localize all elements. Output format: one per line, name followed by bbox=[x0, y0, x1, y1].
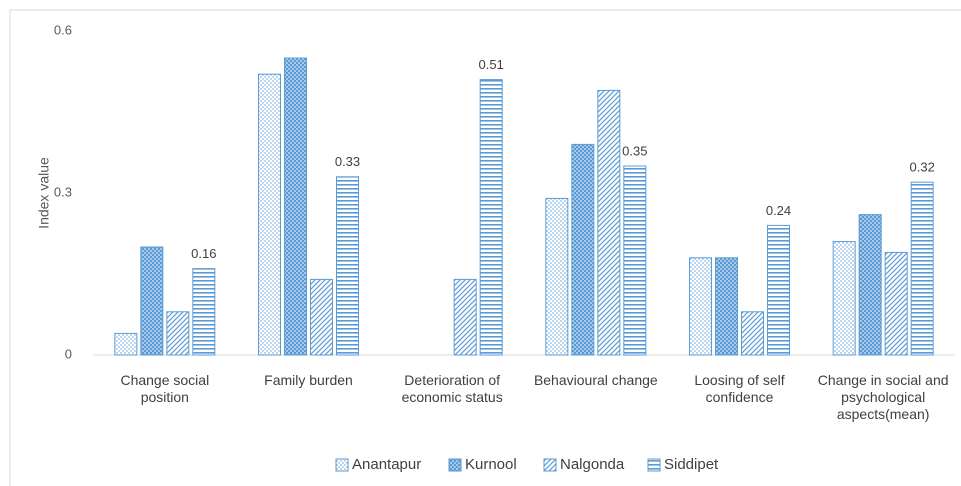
legend-label: Nalgonda bbox=[560, 456, 625, 473]
bar bbox=[479, 79, 503, 356]
bar bbox=[741, 311, 764, 356]
bar bbox=[310, 278, 333, 356]
legend-label: Kurnool bbox=[465, 456, 517, 473]
bar bbox=[545, 197, 569, 356]
bar bbox=[715, 257, 738, 356]
bar bbox=[192, 268, 216, 356]
bar bbox=[767, 224, 790, 356]
y-tick-label: 0 bbox=[65, 346, 72, 361]
legend-swatch bbox=[448, 458, 462, 472]
bar bbox=[114, 332, 138, 356]
data-label: 0.16 bbox=[191, 246, 216, 261]
legend-label: Siddipet bbox=[664, 456, 719, 473]
x-tick-label: Change social position bbox=[120, 372, 210, 405]
x-tick-label: Deterioration of economic status bbox=[401, 372, 503, 405]
x-tick-label: Family burden bbox=[264, 372, 353, 388]
bar bbox=[858, 214, 882, 356]
x-tick-label: Change in social and psychological aspec… bbox=[817, 372, 949, 422]
data-label: 0.35 bbox=[622, 143, 647, 158]
legend-swatch bbox=[543, 458, 557, 472]
data-label: 0.33 bbox=[335, 154, 360, 169]
data-label: 0.51 bbox=[479, 57, 504, 72]
chart-border bbox=[9, 9, 961, 486]
bar bbox=[832, 241, 856, 356]
x-tick-label: Loosing of self confidence bbox=[694, 372, 785, 405]
bar bbox=[910, 181, 934, 356]
y-axis-label: Index value bbox=[36, 157, 52, 229]
bar bbox=[623, 165, 647, 356]
bar bbox=[140, 246, 164, 356]
legend-swatch bbox=[647, 458, 661, 472]
bar bbox=[453, 278, 477, 356]
y-tick-label: 0.6 bbox=[54, 22, 72, 37]
y-tick-label: 0.3 bbox=[54, 184, 72, 199]
bar bbox=[166, 311, 190, 356]
bar bbox=[284, 57, 307, 356]
bar bbox=[597, 89, 621, 356]
bar bbox=[336, 176, 359, 356]
data-label: 0.24 bbox=[766, 203, 791, 218]
legend-label: Anantapur bbox=[352, 456, 421, 473]
bar bbox=[571, 143, 595, 356]
bar bbox=[689, 257, 712, 356]
bar bbox=[884, 251, 908, 356]
legend-swatch bbox=[335, 458, 349, 472]
x-tick-label: Behavioural change bbox=[533, 372, 658, 388]
bar bbox=[258, 73, 281, 356]
data-label: 0.32 bbox=[910, 160, 935, 175]
